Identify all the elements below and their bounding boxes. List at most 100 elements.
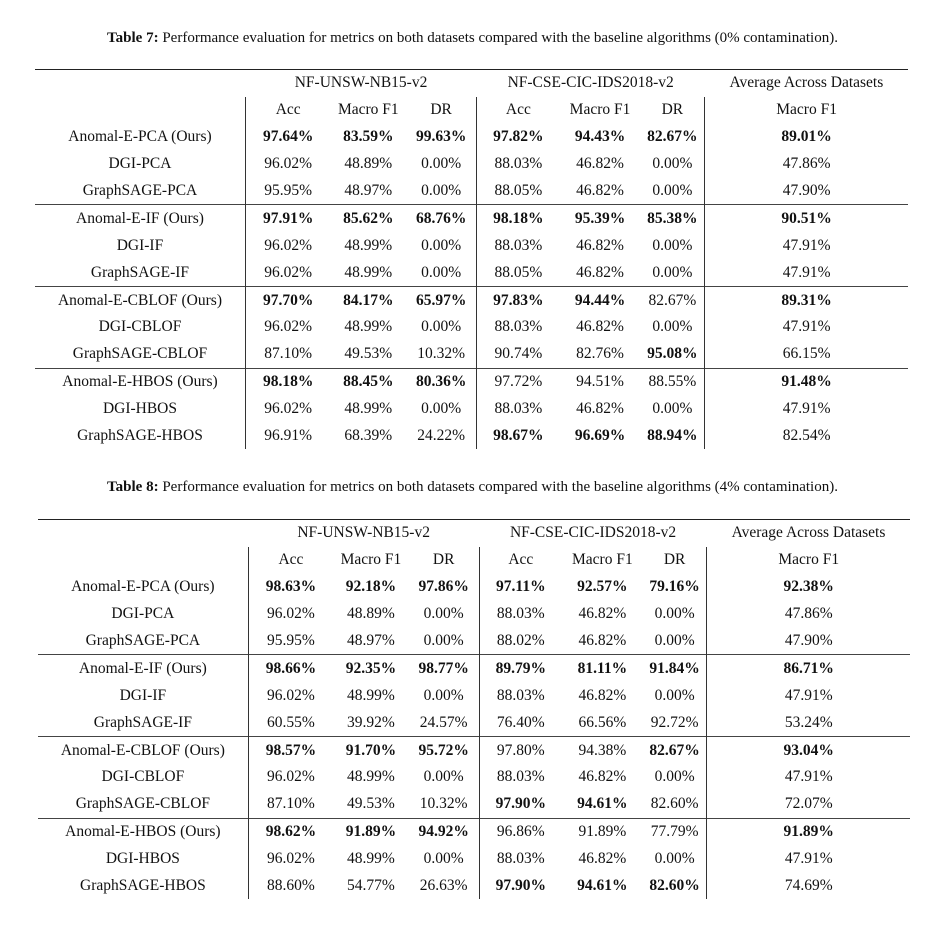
method-name: DGI-CBLOF	[98, 318, 182, 336]
metric-cell: 88.55%	[640, 367, 705, 396]
metric-cell: 92.18%	[345, 578, 397, 596]
table-row: DGI-PCA 96.02% 48.89% 0.00% 88.03% 46.82% 0.00…	[38, 600, 910, 628]
metric-cell: 91.89%	[561, 817, 643, 846]
metric-cell: 97.80%	[478, 736, 562, 765]
metric-cell: 0.00%	[652, 263, 693, 281]
subheader-row: Acc Macro F1 DR Acc Macro F1 DR Macro F1	[35, 96, 908, 124]
metric-cell: 88.03%	[476, 314, 560, 341]
method-name: GraphSAGE-CBLOF	[75, 795, 211, 813]
metric-cell: 90.74%	[476, 340, 560, 369]
metric-cell: 24.57%	[419, 713, 468, 731]
metric-cell: 0.00%	[421, 400, 462, 418]
metric-cell: 53.24%	[706, 709, 910, 737]
column-header: Macro F1	[337, 101, 399, 119]
metric-cell: 98.18%	[244, 367, 331, 396]
metric-cell: 97.82%	[476, 123, 560, 151]
corner-cell	[38, 547, 248, 574]
metric-cell: 0.00%	[654, 632, 695, 649]
column-header: Macro F1	[569, 101, 631, 119]
column-header: Macro F1	[340, 551, 402, 569]
metric-cell: 91.70%	[333, 736, 409, 765]
metric-cell: 0.00%	[652, 155, 693, 173]
subheader-row: Acc Macro F1 DR Acc Macro F1 DR Macro F1	[38, 546, 910, 574]
method-name: Anomal-E-IF (Ours)	[35, 204, 246, 233]
metric-cell: 92.35%	[333, 654, 409, 683]
table-row: GraphSAGE-PCA 95.95% 48.97% 0.00% 88.05% 46.8…	[35, 177, 908, 205]
table-row: DGI-PCA 96.02% 48.89% 0.00% 88.03% 46.82% 0.00…	[35, 150, 908, 178]
metric-cell: 89.79%	[478, 654, 562, 683]
metric-cell: 47.90%	[706, 627, 910, 655]
metric-cell: 93.04%	[706, 736, 910, 765]
metric-cell: 95.95%	[247, 627, 334, 655]
metric-cell: 48.89%	[347, 605, 395, 623]
method-name: Anomal-E-IF (Ours)	[38, 654, 249, 683]
metric-cell: 0.00%	[421, 155, 462, 173]
metric-cell: 97.91%	[244, 204, 331, 233]
metric-cell: 47.91%	[704, 395, 908, 423]
metric-cell: 0.00%	[421, 263, 462, 281]
metric-cell: 48.99%	[347, 850, 395, 868]
group-header-row: NF-UNSW-NB15-v2 NF-CSE-CIC-IDS2018-v2 Aver…	[38, 518, 910, 547]
table-row: GraphSAGE-IF 96.02% 48.99% 0.00% 88.05% 46.82…	[35, 259, 908, 287]
metric-cell: 95.08%	[647, 345, 698, 363]
group-header: NF-CSE-CIC-IDS2018-v2	[476, 68, 705, 97]
table-row: GraphSAGE-HBOS 96.91% 68.39% 24.22% 98.67% 96…	[35, 422, 908, 450]
metric-cell: 68.76%	[406, 204, 477, 233]
method-name: DGI-CBLOF	[101, 768, 185, 786]
metric-cell: 46.82%	[578, 686, 627, 704]
metric-cell: 77.79%	[642, 817, 707, 846]
metric-cell: 96.02%	[247, 682, 334, 710]
metric-cell: 94.43%	[574, 128, 626, 146]
metric-cell: 97.90%	[478, 872, 562, 900]
table-row: Anomal-E-PCA (Ours) 97.64% 83.59% 99.63% 97.…	[35, 123, 908, 151]
column-header: DR	[432, 551, 455, 569]
metric-cell: 47.91%	[706, 845, 910, 873]
metric-cell: 54.77%	[347, 877, 395, 895]
metric-cell: 88.03%	[478, 600, 562, 628]
metric-cell: 95.39%	[559, 204, 641, 233]
table-row: DGI-HBOS 96.02% 48.99% 0.00% 88.03% 46.82% 0.0…	[38, 845, 910, 873]
metric-cell: 66.15%	[704, 340, 908, 369]
table-row: GraphSAGE-IF 60.55% 39.92% 24.57% 76.40% 66.5…	[38, 709, 910, 737]
metric-cell: 87.10%	[247, 790, 334, 819]
metric-cell: 47.86%	[704, 150, 908, 178]
group-header: Average Across Datasets	[706, 518, 910, 547]
metric-cell: 94.61%	[577, 877, 628, 895]
metric-cell: 46.82%	[576, 182, 624, 199]
method-name: GraphSAGE-CBLOF	[72, 345, 208, 363]
metric-cell: 91.89%	[333, 817, 409, 846]
metric-cell: 96.02%	[244, 395, 331, 423]
caption-label: Table 8:	[107, 479, 159, 495]
metric-cell: 88.02%	[478, 627, 562, 655]
metric-cell: 98.62%	[247, 817, 334, 846]
table-row: GraphSAGE-HBOS 88.60% 54.77% 26.63% 97.90% 94…	[38, 872, 910, 900]
metric-cell: 66.56%	[578, 713, 627, 731]
metric-cell: 98.77%	[408, 654, 480, 683]
metric-cell: 94.92%	[408, 817, 480, 846]
metric-cell: 47.91%	[706, 764, 910, 791]
metric-cell: 48.99%	[344, 263, 393, 281]
metric-cell: 88.03%	[476, 232, 560, 260]
column-header: Acc	[247, 546, 334, 574]
metric-cell: 68.39%	[344, 427, 393, 445]
metric-cell: 0.00%	[654, 850, 695, 868]
table-7-caption: Table 7: Performance evaluation for metr…	[0, 29, 945, 47]
column-header: DR	[661, 101, 684, 119]
metric-cell: 96.02%	[244, 314, 331, 341]
metric-cell: 0.00%	[423, 850, 464, 868]
table-row: Anomal-E-IF (Ours) 98.66% 92.35% 98.77% 89.7…	[38, 654, 910, 683]
metric-cell: 0.00%	[652, 182, 693, 199]
metric-cell: 85.38%	[640, 204, 705, 233]
metric-cell: 47.91%	[704, 232, 908, 260]
metric-cell: 76.40%	[478, 709, 562, 737]
column-header: Acc	[244, 96, 331, 124]
metric-cell: 82.60%	[650, 795, 699, 813]
metric-cell: 0.00%	[652, 318, 693, 336]
metric-cell: 90.51%	[704, 204, 908, 233]
metric-cell: 88.03%	[476, 395, 560, 423]
metric-cell: 95.95%	[244, 177, 331, 205]
metric-cell: 48.99%	[344, 400, 393, 418]
metric-cell: 83.59%	[343, 128, 394, 146]
metric-cell: 39.92%	[347, 713, 395, 731]
metric-cell: 0.00%	[423, 632, 464, 649]
